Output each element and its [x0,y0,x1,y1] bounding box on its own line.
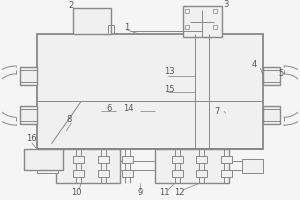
Text: 6: 6 [106,104,111,113]
Text: 5: 5 [278,69,284,78]
Text: 12: 12 [174,188,185,197]
Bar [98,156,109,163]
Bar [37,159,58,173]
Bar [213,9,217,13]
Text: 8: 8 [67,115,72,124]
Bar [242,159,263,173]
Text: 11: 11 [160,188,170,197]
Bar [20,106,37,124]
Bar [37,34,263,149]
Text: 4: 4 [252,60,257,69]
Bar [73,8,111,34]
Bar [20,67,37,85]
Bar [213,25,217,29]
Bar [185,9,189,13]
Bar [122,156,133,163]
Bar [56,149,120,183]
Bar [221,170,232,177]
Bar [172,156,182,163]
Bar [196,170,207,177]
Text: 7: 7 [214,107,220,116]
Text: 2: 2 [69,1,74,10]
Bar [172,170,182,177]
Bar [122,170,133,177]
Bar [185,25,189,29]
Text: 13: 13 [164,67,175,76]
Bar [263,106,280,124]
Bar [73,156,84,163]
Bar [155,149,229,183]
Bar [221,156,232,163]
Bar [98,170,109,177]
Bar [24,149,63,170]
Bar [182,6,222,37]
Bar [263,67,280,85]
Text: 9: 9 [137,188,143,197]
Text: 16: 16 [26,134,37,143]
Text: 1: 1 [124,23,129,32]
Text: 14: 14 [123,104,134,113]
Text: 3: 3 [223,0,229,9]
Bar [196,156,207,163]
Bar [73,170,84,177]
Text: 15: 15 [164,85,175,94]
Text: 10: 10 [71,188,81,197]
